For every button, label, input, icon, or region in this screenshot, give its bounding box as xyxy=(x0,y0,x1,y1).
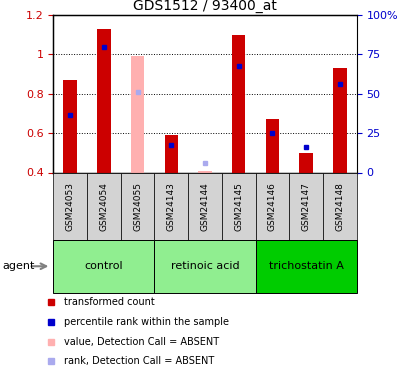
Bar xyxy=(97,29,110,172)
Text: GSM24055: GSM24055 xyxy=(133,182,142,231)
Bar xyxy=(322,172,356,240)
Bar xyxy=(154,240,255,292)
Text: GSM24145: GSM24145 xyxy=(234,182,243,231)
Text: GSM24147: GSM24147 xyxy=(301,182,310,231)
Text: agent: agent xyxy=(2,261,34,271)
Bar xyxy=(154,172,188,240)
Bar xyxy=(53,172,87,240)
Bar xyxy=(63,80,77,172)
Bar xyxy=(332,68,346,172)
Bar xyxy=(265,119,279,172)
Text: GSM24054: GSM24054 xyxy=(99,182,108,231)
Title: GDS1512 / 93400_at: GDS1512 / 93400_at xyxy=(133,0,276,13)
Bar xyxy=(53,240,154,292)
Bar xyxy=(87,172,120,240)
Bar xyxy=(198,171,211,172)
Bar xyxy=(255,240,356,292)
Bar xyxy=(188,172,221,240)
Bar xyxy=(231,35,245,172)
Text: value, Detection Call = ABSENT: value, Detection Call = ABSENT xyxy=(64,337,218,347)
Text: percentile rank within the sample: percentile rank within the sample xyxy=(64,317,228,327)
Text: control: control xyxy=(84,261,123,271)
Text: GSM24144: GSM24144 xyxy=(200,182,209,231)
Bar xyxy=(221,172,255,240)
Text: GSM24146: GSM24146 xyxy=(267,182,276,231)
Bar xyxy=(299,153,312,173)
Bar xyxy=(289,172,322,240)
Text: rank, Detection Call = ABSENT: rank, Detection Call = ABSENT xyxy=(64,356,213,366)
Text: GSM24053: GSM24053 xyxy=(65,182,74,231)
Text: trichostatin A: trichostatin A xyxy=(268,261,343,271)
Text: GSM24143: GSM24143 xyxy=(166,182,175,231)
Text: retinoic acid: retinoic acid xyxy=(170,261,239,271)
Text: GSM24148: GSM24148 xyxy=(335,182,344,231)
Bar xyxy=(164,135,178,172)
Bar xyxy=(255,172,289,240)
Bar xyxy=(120,172,154,240)
Text: transformed count: transformed count xyxy=(64,297,154,307)
Bar xyxy=(130,56,144,172)
